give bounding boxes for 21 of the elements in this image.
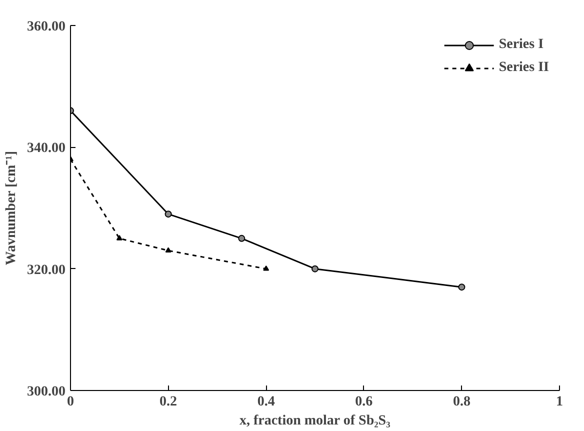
y-tick-label: 320.00 <box>27 262 66 278</box>
x-tick-label: 0.6 <box>355 394 373 410</box>
x-tick-label: 0 <box>67 394 74 410</box>
legend-label: Series I <box>498 37 544 53</box>
x-tick-label: 0.8 <box>452 394 470 410</box>
y-tick-label: 360.00 <box>27 20 66 34</box>
y-tick-label: 300.00 <box>27 384 66 400</box>
point <box>263 265 270 271</box>
x-axis-title: x, fraction molar of Sb₂S₃ <box>239 414 390 428</box>
y-tick-label: 340.00 <box>27 141 66 156</box>
point <box>116 235 122 240</box>
point <box>312 265 318 272</box>
point <box>165 247 172 253</box>
x-tick-label: 1 <box>556 394 563 410</box>
point <box>458 284 466 291</box>
legend-label: Series II <box>498 60 549 76</box>
point <box>164 210 172 218</box>
x-tick-label: 0.2 <box>160 394 178 410</box>
x-tick-label: 0.4 <box>257 394 275 410</box>
point <box>238 234 246 242</box>
y-axis-title: Wavnumber [cm⁻¹] <box>4 150 19 266</box>
